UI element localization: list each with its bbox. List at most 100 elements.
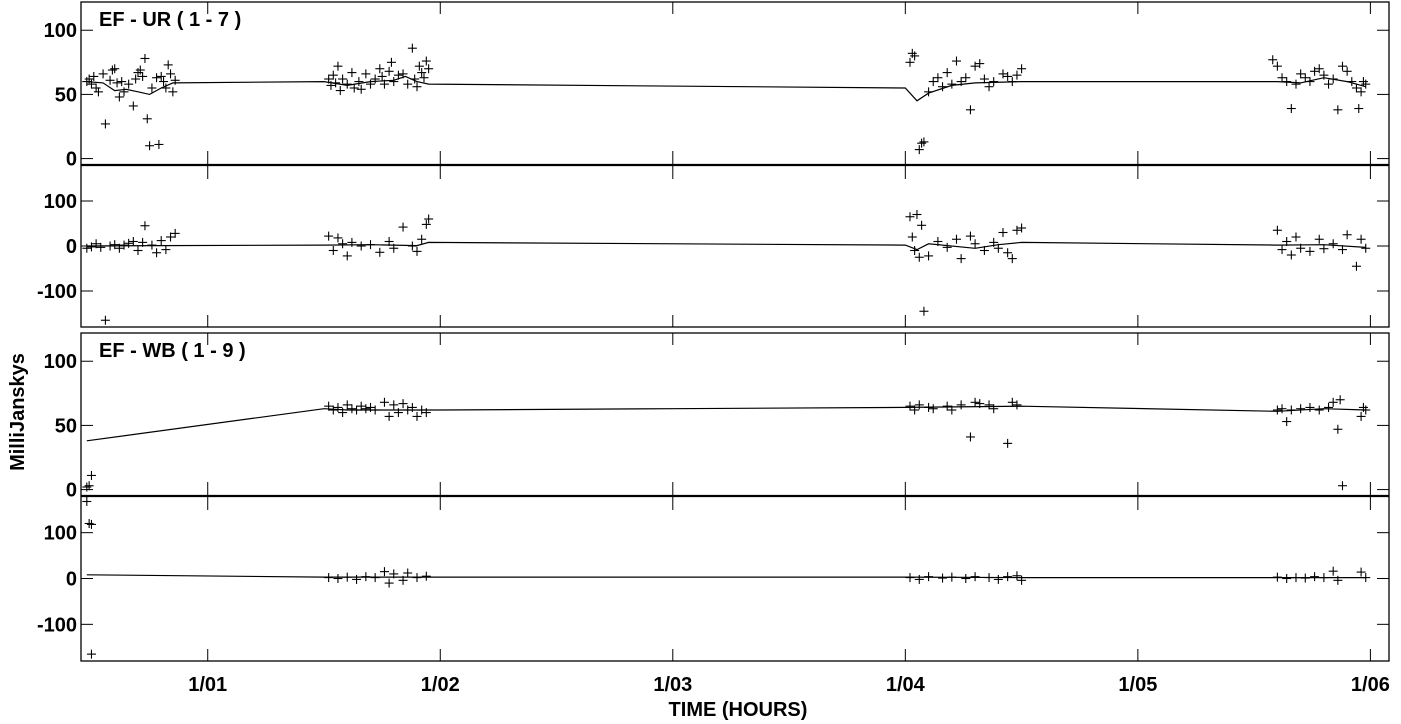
- data-point: [335, 86, 345, 96]
- data-point: [989, 77, 999, 87]
- data-point: [1310, 66, 1320, 76]
- data-point: [398, 222, 408, 232]
- data-point: [386, 57, 396, 67]
- data-point: [349, 83, 359, 93]
- data-point: [366, 402, 376, 412]
- y-tick-label: 100: [44, 20, 77, 42]
- data-point: [342, 400, 352, 410]
- data-point: [1314, 405, 1324, 415]
- y-tick-label: 100: [44, 351, 77, 373]
- data-point: [984, 573, 994, 583]
- data-point: [389, 400, 399, 410]
- data-point: [342, 251, 352, 261]
- data-point: [370, 573, 380, 583]
- data-point: [965, 231, 975, 241]
- data-point: [370, 405, 380, 415]
- data-point: [379, 567, 389, 577]
- data-point: [133, 68, 143, 78]
- data-point: [410, 74, 420, 84]
- x-axis-label: TIME (HOURS): [669, 699, 808, 721]
- data-point: [970, 239, 980, 249]
- data-point: [333, 61, 343, 71]
- data-point: [998, 69, 1008, 79]
- data-point: [333, 233, 343, 243]
- data-point: [128, 237, 138, 246]
- data-point: [1003, 71, 1013, 81]
- model-line: [86, 75, 1366, 102]
- y-tick-label: -100: [37, 281, 77, 303]
- data-point: [905, 401, 915, 411]
- data-point: [331, 78, 341, 88]
- data-point: [128, 101, 138, 111]
- data-point: [956, 77, 966, 87]
- data-point: [170, 75, 180, 85]
- data-point: [910, 246, 920, 255]
- data-point: [1342, 230, 1352, 240]
- data-point: [421, 56, 431, 66]
- data-point: [328, 246, 338, 255]
- data-point: [86, 470, 96, 480]
- data-point: [1003, 438, 1013, 448]
- data-point: [407, 241, 417, 251]
- data-point: [993, 574, 1003, 584]
- data-point: [919, 137, 929, 147]
- data-point: [970, 572, 980, 582]
- data-point: [989, 404, 999, 414]
- data-point: [147, 83, 157, 93]
- data-point: [119, 240, 129, 250]
- data-point: [1012, 70, 1022, 80]
- data-point: [1356, 87, 1366, 97]
- data-point: [1347, 77, 1357, 87]
- data-point: [152, 248, 162, 258]
- data-point: [1333, 424, 1343, 434]
- data-point: [107, 65, 117, 75]
- data-point: [138, 71, 148, 81]
- data-point: [398, 69, 408, 79]
- data-point: [1296, 69, 1306, 79]
- data-point: [1007, 254, 1017, 264]
- data-point: [965, 105, 975, 115]
- data-point: [84, 481, 94, 491]
- data-point: [1277, 245, 1287, 255]
- data-point: [1356, 567, 1366, 577]
- data-point: [110, 240, 120, 250]
- data-point: [947, 405, 957, 415]
- data-point: [1296, 404, 1306, 414]
- data-point: [910, 405, 920, 415]
- data-point: [1324, 79, 1334, 89]
- data-point: [1314, 64, 1324, 74]
- data-point: [333, 402, 343, 412]
- data-point: [105, 75, 115, 85]
- data-point: [124, 79, 134, 89]
- data-point: [933, 73, 943, 83]
- data-point: [145, 141, 155, 151]
- data-point: [393, 70, 403, 80]
- data-point: [138, 237, 148, 247]
- panel-title: EF - WB ( 1 - 9 ): [99, 340, 246, 362]
- data-point: [1337, 481, 1347, 491]
- data-point: [389, 77, 399, 87]
- data-point: [342, 572, 352, 582]
- x-tick-label: 1/05: [1118, 674, 1157, 696]
- data-point: [412, 82, 422, 92]
- data-point: [993, 243, 1003, 253]
- data-point: [1310, 572, 1320, 582]
- data-point: [82, 482, 92, 492]
- x-tick-label: 1/02: [421, 674, 460, 696]
- data-point: [1007, 77, 1017, 87]
- panel-2: 0 50 100 -100 0 100 EF - WB ( 1 - 9 ): [37, 332, 1390, 662]
- y-tick-label: 50: [55, 415, 77, 437]
- data-point: [917, 220, 927, 230]
- data-point: [1003, 248, 1013, 258]
- data-point: [89, 71, 99, 81]
- y-tick-label: 0: [66, 569, 77, 591]
- data-point: [1017, 575, 1027, 585]
- data-point: [1305, 77, 1315, 87]
- data-point: [984, 400, 994, 410]
- data-point: [347, 237, 357, 247]
- data-point: [1314, 234, 1324, 244]
- data-point: [914, 145, 924, 155]
- data-point: [412, 246, 422, 256]
- data-point: [156, 71, 166, 81]
